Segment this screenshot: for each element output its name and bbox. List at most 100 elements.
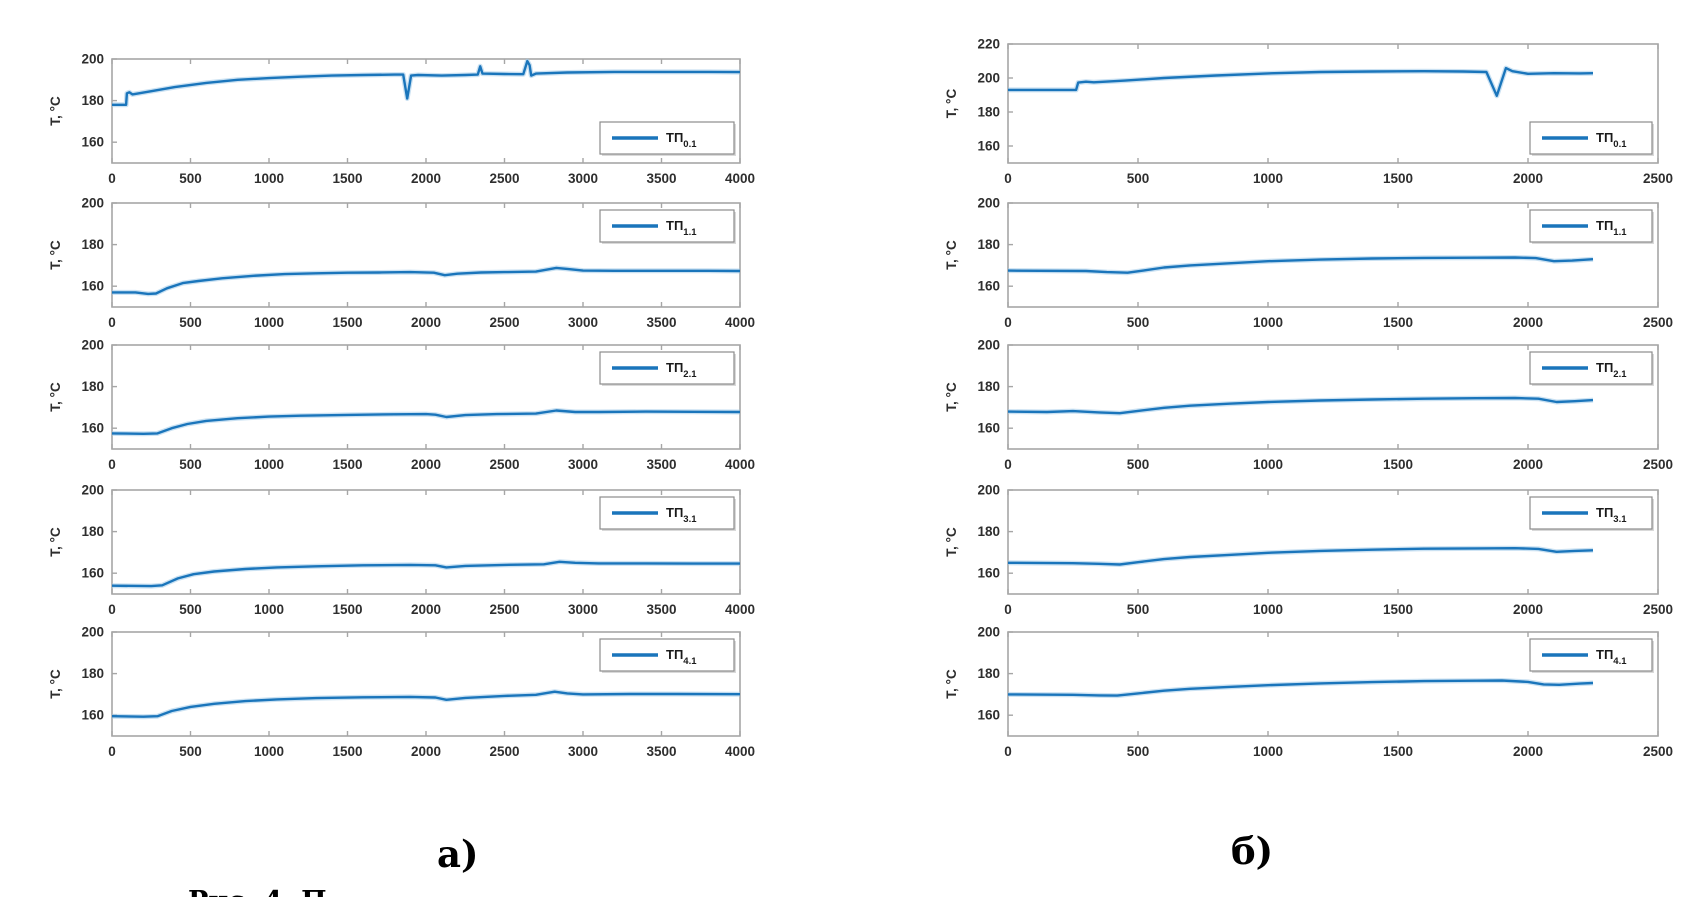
x-tick-label: 0 <box>1004 315 1012 330</box>
x-tick-label: 1500 <box>332 602 362 617</box>
y-tick-label: 160 <box>81 566 104 581</box>
y-axis-label: T, °C <box>944 240 959 270</box>
legend: ТП1.1 <box>599 209 736 244</box>
x-tick-label: 1500 <box>1383 602 1413 617</box>
x-tick-label: 1000 <box>254 744 284 759</box>
y-tick-label: 200 <box>81 338 104 353</box>
x-tick-label: 2000 <box>411 171 441 186</box>
x-tick-label: 3000 <box>568 457 598 472</box>
y-tick-label: 200 <box>977 196 1000 211</box>
x-tick-label: 3500 <box>646 315 676 330</box>
y-tick-label: 180 <box>977 524 1000 539</box>
x-tick-label: 1500 <box>332 171 362 186</box>
panel-label-a: а) <box>437 832 479 876</box>
x-tick-label: 500 <box>179 744 202 759</box>
y-axis-label: T, °C <box>48 382 63 412</box>
series-line <box>111 560 740 588</box>
y-tick-label: 160 <box>977 139 1000 154</box>
legend: ТП2.1 <box>1529 351 1654 386</box>
x-tick-label: 2000 <box>411 744 441 759</box>
subplot-b-3.1: 0 500 1000 1500 2000 2500 160 180 200 T, °C ТП3.1 <box>944 483 1673 618</box>
y-tick-label: 180 <box>81 237 104 252</box>
subplot-a-1.1: 0 500 1000 1500 2000 2500 3000 3500 4000 160 180 20… <box>48 196 755 331</box>
x-tick-label: 2000 <box>1513 171 1543 186</box>
subplot-a-0.1: 0 500 1000 1500 2000 2500 3000 3500 4000 160 180 20… <box>48 52 755 187</box>
y-tick-label: 160 <box>977 708 1000 723</box>
y-axis-label: T, °C <box>944 527 959 557</box>
x-tick-label: 3500 <box>646 744 676 759</box>
series-line <box>111 409 741 435</box>
y-tick-label: 160 <box>81 135 104 150</box>
axes-box <box>1007 344 1659 450</box>
x-tick-label: 2500 <box>1643 602 1673 617</box>
x-tick-label: 0 <box>108 315 116 330</box>
x-tick-label: 2500 <box>489 457 519 472</box>
y-tick-label: 180 <box>977 379 1000 394</box>
x-tick-label: 1500 <box>332 457 362 472</box>
x-tick-label: 3000 <box>568 171 598 186</box>
x-tick-label: 1000 <box>1253 602 1283 617</box>
y-tick-label: 200 <box>81 196 104 211</box>
x-tick-label: 1500 <box>1383 744 1413 759</box>
x-tick-label: 4000 <box>725 457 755 472</box>
x-tick-label: 1000 <box>254 171 284 186</box>
x-tick-label: 2500 <box>489 171 519 186</box>
y-tick-label: 160 <box>977 421 1000 436</box>
series-noise-band <box>1007 678 1594 699</box>
x-tick-label: 3000 <box>568 602 598 617</box>
x-tick-label: 1000 <box>1253 457 1283 472</box>
y-tick-label: 200 <box>977 625 1000 640</box>
x-tick-label: 1000 <box>254 315 284 330</box>
x-tick-label: 1000 <box>254 602 284 617</box>
x-tick-label: 2500 <box>489 744 519 759</box>
x-tick-label: 500 <box>1127 171 1150 186</box>
legend: ТП3.1 <box>1529 496 1654 531</box>
y-tick-label: 180 <box>81 666 104 681</box>
series-line <box>111 690 741 718</box>
y-axis-label: T, °C <box>48 240 63 270</box>
y-tick-label: 160 <box>81 421 104 436</box>
y-tick-label: 160 <box>81 279 104 294</box>
subplot-b-1.1: 0 500 1000 1500 2000 2500 160 180 200 T, °C ТП1.1 <box>944 196 1673 331</box>
x-tick-label: 2000 <box>1513 602 1543 617</box>
x-tick-label: 2000 <box>411 457 441 472</box>
series-line <box>112 59 741 106</box>
x-tick-label: 500 <box>179 315 202 330</box>
subplot-b-4.1: 0 500 1000 1500 2000 2500 160 180 200 T, °C ТП4.1 <box>944 625 1673 760</box>
x-tick-label: 500 <box>179 457 202 472</box>
x-tick-label: 1500 <box>1383 171 1413 186</box>
y-tick-label: 180 <box>977 666 1000 681</box>
x-tick-label: 500 <box>1127 457 1150 472</box>
x-tick-label: 1000 <box>1253 315 1283 330</box>
x-tick-label: 500 <box>179 602 202 617</box>
legend: ТП4.1 <box>599 638 736 673</box>
x-tick-label: 3500 <box>646 457 676 472</box>
x-tick-label: 1500 <box>332 315 362 330</box>
y-tick-label: 200 <box>81 52 104 67</box>
legend: ТП3.1 <box>599 496 736 531</box>
y-tick-label: 200 <box>81 625 104 640</box>
x-tick-label: 3500 <box>646 171 676 186</box>
legend: ТП1.1 <box>1529 209 1654 244</box>
y-tick-label: 180 <box>81 379 104 394</box>
x-tick-label: 2500 <box>1643 171 1673 186</box>
axes-box <box>1007 202 1659 308</box>
x-tick-label: 0 <box>108 171 116 186</box>
y-axis-label: T, °C <box>48 96 63 126</box>
x-tick-label: 500 <box>1127 315 1150 330</box>
legend: ТП0.1 <box>599 121 736 156</box>
x-tick-label: 3000 <box>568 744 598 759</box>
x-tick-label: 1000 <box>1253 744 1283 759</box>
x-tick-label: 500 <box>179 171 202 186</box>
x-tick-label: 2500 <box>1643 457 1673 472</box>
x-tick-label: 2500 <box>1643 744 1673 759</box>
legend: ТП2.1 <box>599 351 736 386</box>
x-tick-label: 2000 <box>411 602 441 617</box>
y-tick-label: 160 <box>977 566 1000 581</box>
y-tick-label: 180 <box>81 93 104 108</box>
series-line <box>1007 547 1594 566</box>
x-tick-label: 2500 <box>489 602 519 617</box>
y-tick-label: 160 <box>81 708 104 723</box>
subplot-a-3.1: 0 500 1000 1500 2000 2500 3000 3500 4000 160 180 20… <box>48 483 755 618</box>
